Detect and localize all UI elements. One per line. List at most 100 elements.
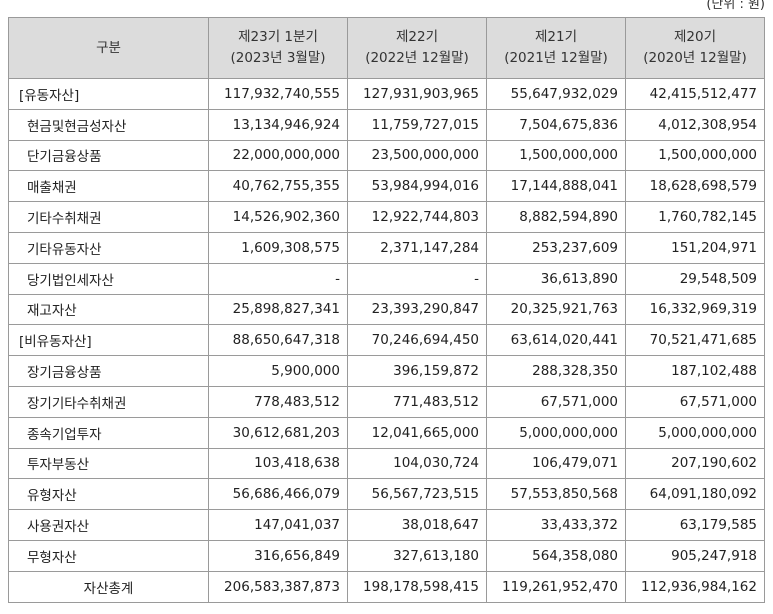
row-value: 38,018,647 <box>347 509 487 541</box>
row-value: 5,000,000,000 <box>625 416 765 449</box>
row-value: 564,358,080 <box>486 539 626 572</box>
row-label: 단기금융상품 <box>8 139 209 172</box>
row-value: 771,483,512 <box>347 385 487 418</box>
row-label: 현금및현금성자산 <box>8 108 209 141</box>
row-value: 56,686,466,079 <box>208 478 348 511</box>
row-label: 매출채권 <box>8 170 209 203</box>
row-value: 12,922,744,803 <box>347 201 487 233</box>
row-value: 36,613,890 <box>486 262 626 295</box>
row-value: 104,030,724 <box>347 447 487 480</box>
row-label: 자산총계 <box>8 570 209 603</box>
row-value: 40,762,755,355 <box>208 170 348 203</box>
table-row: 유형자산 56,686,466,079 56,567,723,515 57,553,8… <box>8 478 765 511</box>
row-label: 투자부동산 <box>8 447 209 480</box>
table-row: 무형자산 316,656,849 327,613,180 564,358,080 905… <box>8 539 765 572</box>
row-label: 무형자산 <box>8 539 209 572</box>
row-value: 22,000,000,000 <box>208 139 348 172</box>
header-period: 제21기 <box>534 29 578 45</box>
row-value: 187,102,488 <box>625 355 765 387</box>
row-value: 1,500,000,000 <box>625 139 765 172</box>
row-label: 기타유동자산 <box>8 231 209 264</box>
row-value: 63,614,020,441 <box>486 324 626 357</box>
row-value: 288,328,350 <box>486 355 626 387</box>
row-value: 20,325,921,763 <box>486 293 626 326</box>
row-value: 67,571,000 <box>625 385 765 418</box>
row-value: 112,936,984,162 <box>625 570 765 603</box>
table-row: 투자부동산 103,418,638 104,030,724 106,479,071 20… <box>8 447 765 480</box>
table-row: 당기법인세자산 - -36,613,890 29,548,509 <box>8 262 765 295</box>
row-value: 42,415,512,477 <box>625 78 765 110</box>
table-row: 재고자산 25,898,827,341 23,393,290,847 20,325,9… <box>8 293 765 326</box>
row-value: 1,609,308,575 <box>208 231 348 264</box>
row-value: 56,567,723,515 <box>347 478 487 511</box>
row-value: 30,612,681,203 <box>208 416 348 449</box>
row-value: 2,371,147,284 <box>347 231 487 264</box>
row-value: 55,647,932,029 <box>486 78 626 110</box>
row-value: 25,898,827,341 <box>208 293 348 326</box>
table-row: 자산총계 206,583,387,873 198,178,598,415 119,26… <box>8 570 765 603</box>
header-col-2020: 제20기 (2020년 12월말) <box>625 17 765 79</box>
row-value: 29,548,509 <box>625 262 765 295</box>
header-col-2021: 제21기 (2021년 12월말) <box>486 17 626 79</box>
row-label: 유형자산 <box>8 478 209 511</box>
row-value: 316,656,849 <box>208 539 348 572</box>
row-value: 33,433,372 <box>486 509 626 541</box>
row-label: 기타수취채권 <box>8 201 209 233</box>
header-period: 제23기 1분기 <box>238 29 318 45</box>
row-value: 13,134,946,924 <box>208 108 348 141</box>
row-value: 23,393,290,847 <box>347 293 487 326</box>
row-value: 396,159,872 <box>347 355 487 387</box>
row-value: 5,000,000,000 <box>486 416 626 449</box>
row-value: 147,041,037 <box>208 509 348 541</box>
financial-table: 구분 제23기 1분기 (2023년 3월말) 제22기 (2022년 12월말… <box>8 17 765 603</box>
row-value: 70,246,694,450 <box>347 324 487 357</box>
row-value: 1,500,000,000 <box>486 139 626 172</box>
table-row: 장기기타수취채권 778,483,512 771,483,512 67,571,000… <box>8 385 765 418</box>
header-label: 구분 <box>8 17 209 79</box>
row-value: 57,553,850,568 <box>486 478 626 511</box>
row-label: 사용권자산 <box>8 509 209 541</box>
row-value: 198,178,598,415 <box>347 570 487 603</box>
row-value: 103,418,638 <box>208 447 348 480</box>
row-value: 18,628,698,579 <box>625 170 765 203</box>
row-label: [유동자산] <box>8 78 209 110</box>
row-value: 5,900,000 <box>208 355 348 387</box>
header-date: (2020년 12월말) <box>643 50 747 66</box>
row-value: 778,483,512 <box>208 385 348 418</box>
row-label: 재고자산 <box>8 293 209 326</box>
row-value: 88,650,647,318 <box>208 324 348 357</box>
row-value: - <box>347 262 487 295</box>
row-value: 7,504,675,836 <box>486 108 626 141</box>
row-value: 253,237,609 <box>486 231 626 264</box>
row-value: 23,500,000,000 <box>347 139 487 172</box>
table-row: [유동자산] 117,932,740,555 127,931,903,965 55,6… <box>8 78 765 110</box>
table-header-row: 구분 제23기 1분기 (2023년 3월말) 제22기 (2022년 12월말… <box>8 17 765 79</box>
header-date: (2021년 12월말) <box>504 50 608 66</box>
row-label: 장기금융상품 <box>8 355 209 387</box>
row-value: 14,526,902,360 <box>208 201 348 233</box>
header-period: 제20기 <box>673 29 717 45</box>
table-row: 종속기업투자 30,612,681,203 12,041,665,000 5,000,… <box>8 416 765 449</box>
row-label: 종속기업투자 <box>8 416 209 449</box>
table-row: 기타유동자산 1,609,308,575 2,371,147,284 253,237,… <box>8 231 765 264</box>
row-label: 장기기타수취채권 <box>8 385 209 418</box>
table-row: 사용권자산 147,041,037 38,018,647 33,433,372 63,1… <box>8 509 765 541</box>
row-value: 53,984,994,016 <box>347 170 487 203</box>
row-value: 327,613,180 <box>347 539 487 572</box>
row-value: 8,882,594,890 <box>486 201 626 233</box>
row-value: 206,583,387,873 <box>208 570 348 603</box>
table-row: [비유동자산] 88,650,647,318 70,246,694,450 63,61… <box>8 324 765 357</box>
header-date: (2023년 3월말) <box>230 50 326 66</box>
row-value: 1,760,782,145 <box>625 201 765 233</box>
row-label: 당기법인세자산 <box>8 262 209 295</box>
row-value: 117,932,740,555 <box>208 78 348 110</box>
row-value: 70,521,471,685 <box>625 324 765 357</box>
row-value: 4,012,308,954 <box>625 108 765 141</box>
row-value: 16,332,969,319 <box>625 293 765 326</box>
header-col-2022: 제22기 (2022년 12월말) <box>347 17 487 79</box>
row-value: 12,041,665,000 <box>347 416 487 449</box>
table-row: 단기금융상품 22,000,000,000 23,500,000,000 1,500,… <box>8 139 765 172</box>
row-value: 119,261,952,470 <box>486 570 626 603</box>
row-value: 127,931,903,965 <box>347 78 487 110</box>
unit-label: (단위 : 원) <box>706 0 765 12</box>
